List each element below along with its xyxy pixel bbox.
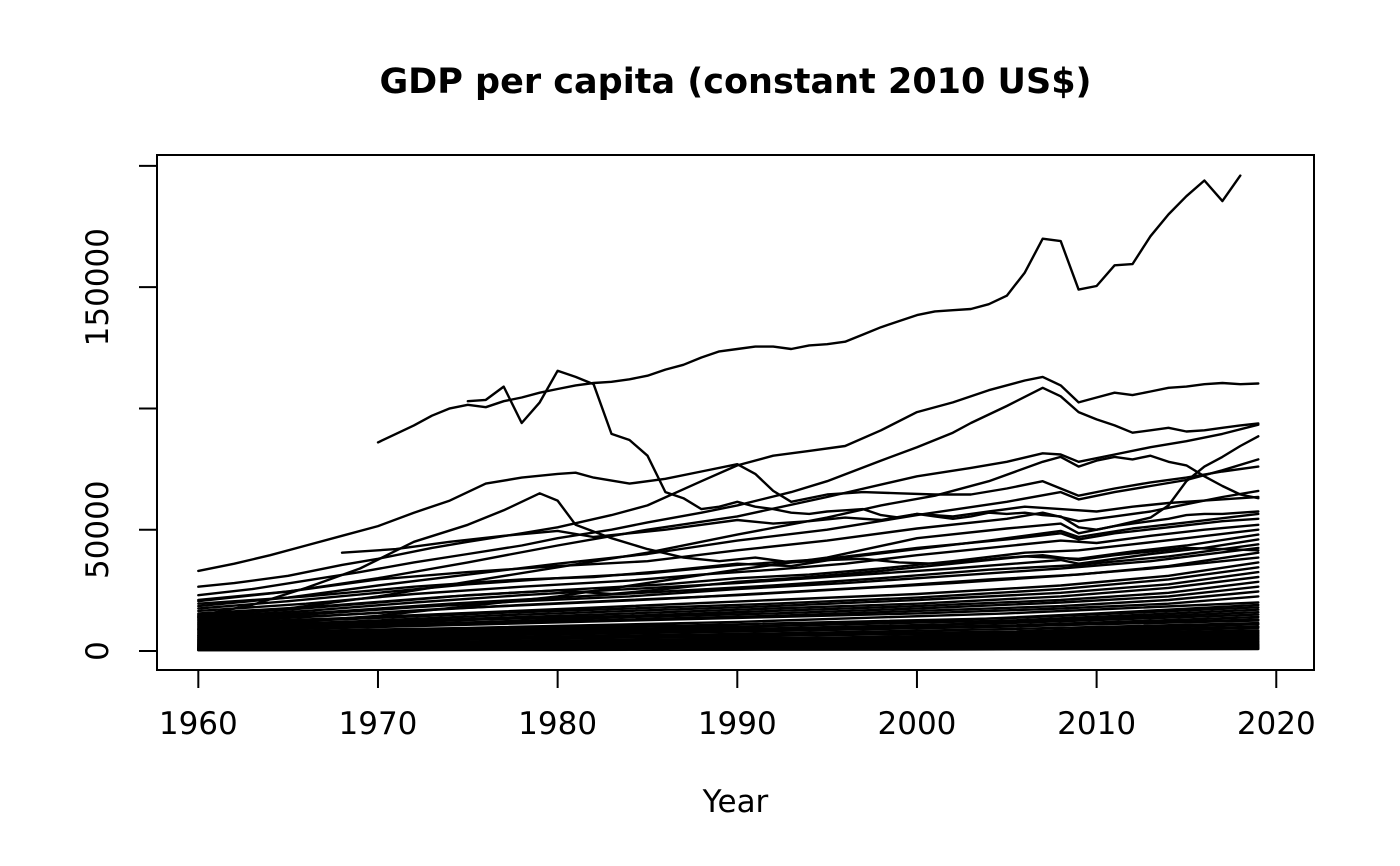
series-line-series-09 — [197, 454, 1260, 619]
series-line-series-24 — [197, 566, 1260, 626]
y-tick-label: 0 — [80, 641, 116, 661]
series-line-series-39 — [197, 619, 1260, 642]
y-tick-label: 150000 — [80, 228, 116, 346]
series-line-series-25 — [197, 570, 1260, 627]
series-line-series-11 — [197, 492, 1260, 617]
series-line-series-01 — [376, 174, 1242, 444]
x-tick-label: 1990 — [698, 706, 777, 742]
series-line-series-18 — [197, 538, 1260, 619]
series-line-series-20 — [197, 546, 1260, 621]
series-line-series-17 — [197, 533, 1260, 616]
series-line-series-08 — [197, 463, 1260, 573]
series-line-series-64 — [197, 643, 1260, 651]
x-axis: 1960 1970 1980 1990 2000 2010 2020 — [159, 670, 1316, 742]
series-line-series-06 — [197, 435, 1260, 631]
x-axis-title: Year — [702, 784, 769, 820]
series-line-series-04 — [197, 386, 1260, 597]
chart-title: GDP per capita (constant 2010 US$) — [379, 62, 1092, 102]
x-tick-label: 2010 — [1057, 706, 1136, 742]
y-tick-label: 50000 — [80, 480, 116, 579]
series-line-series-10 — [197, 489, 1260, 602]
plot-border — [156, 154, 1315, 671]
x-tick-label: 2020 — [1237, 706, 1316, 742]
series-line-series-03 — [197, 375, 1260, 588]
y-axis: 0 50000 150000 — [80, 164, 157, 661]
series-line-series-14 — [197, 517, 1260, 610]
series-line-series-12 — [340, 495, 1260, 554]
series-line-series-13 — [197, 512, 1260, 605]
series-line-series-05 — [197, 423, 1260, 603]
series-line-series-22 — [197, 556, 1260, 624]
x-tick-label: 1970 — [339, 706, 418, 742]
x-tick-label: 2000 — [878, 706, 957, 742]
x-tick-label: 1960 — [159, 706, 238, 742]
series-line-series-30 — [197, 595, 1260, 633]
x-tick-label: 1980 — [518, 706, 597, 742]
series-lines — [197, 174, 1260, 652]
series-line-series-15 — [197, 523, 1260, 613]
series-line-series-27 — [197, 580, 1260, 630]
